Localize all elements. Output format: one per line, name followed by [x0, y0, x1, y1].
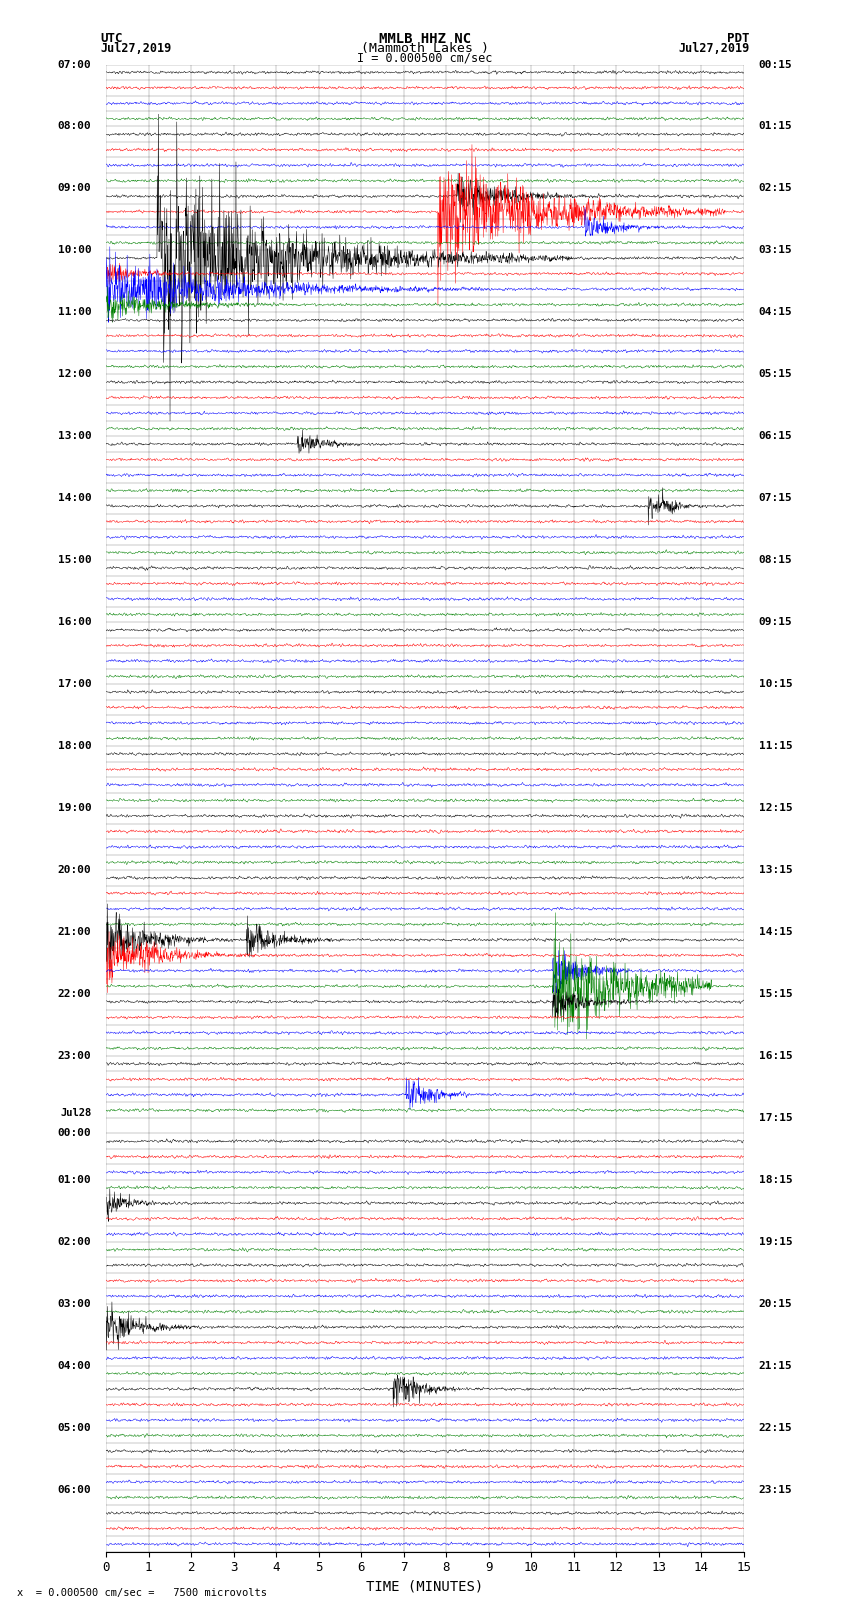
Text: 13:15: 13:15 [758, 865, 792, 876]
Text: 04:15: 04:15 [758, 308, 792, 318]
Text: 13:00: 13:00 [58, 431, 91, 442]
Text: 20:00: 20:00 [58, 865, 91, 876]
Text: Jul27,2019: Jul27,2019 [100, 42, 172, 55]
Text: (Mammoth Lakes ): (Mammoth Lakes ) [361, 42, 489, 55]
Text: 22:15: 22:15 [758, 1423, 792, 1432]
Text: 23:00: 23:00 [58, 1052, 91, 1061]
Text: 01:00: 01:00 [58, 1174, 91, 1186]
Text: 16:00: 16:00 [58, 618, 91, 627]
Text: 12:00: 12:00 [58, 369, 91, 379]
Text: 19:00: 19:00 [58, 803, 91, 813]
Text: 19:15: 19:15 [758, 1237, 792, 1247]
Text: 03:15: 03:15 [758, 245, 792, 255]
Text: 08:15: 08:15 [758, 555, 792, 565]
Text: 11:00: 11:00 [58, 308, 91, 318]
Text: 23:15: 23:15 [758, 1484, 792, 1495]
Text: 16:15: 16:15 [758, 1052, 792, 1061]
Text: 17:15: 17:15 [758, 1113, 792, 1123]
Text: Jul28: Jul28 [60, 1108, 91, 1118]
Text: 08:00: 08:00 [58, 121, 91, 132]
Text: 04:00: 04:00 [58, 1361, 91, 1371]
Text: 07:00: 07:00 [58, 60, 91, 69]
Text: 00:00: 00:00 [58, 1129, 91, 1139]
Text: 17:00: 17:00 [58, 679, 91, 689]
Text: 12:15: 12:15 [758, 803, 792, 813]
Text: 10:15: 10:15 [758, 679, 792, 689]
Text: PDT: PDT [728, 32, 750, 45]
X-axis label: TIME (MINUTES): TIME (MINUTES) [366, 1581, 484, 1594]
Text: Jul27,2019: Jul27,2019 [678, 42, 750, 55]
Text: 15:15: 15:15 [758, 989, 792, 998]
Text: 18:00: 18:00 [58, 740, 91, 752]
Text: I = 0.000500 cm/sec: I = 0.000500 cm/sec [357, 52, 493, 65]
Text: 00:15: 00:15 [758, 60, 792, 69]
Text: 02:15: 02:15 [758, 184, 792, 194]
Text: 11:15: 11:15 [758, 740, 792, 752]
Text: x  = 0.000500 cm/sec =   7500 microvolts: x = 0.000500 cm/sec = 7500 microvolts [17, 1589, 267, 1598]
Text: 20:15: 20:15 [758, 1298, 792, 1308]
Text: 06:15: 06:15 [758, 431, 792, 442]
Text: 06:00: 06:00 [58, 1484, 91, 1495]
Text: 22:00: 22:00 [58, 989, 91, 998]
Text: MMLB HHZ NC: MMLB HHZ NC [379, 32, 471, 47]
Text: 03:00: 03:00 [58, 1298, 91, 1308]
Text: 09:15: 09:15 [758, 618, 792, 627]
Text: 18:15: 18:15 [758, 1174, 792, 1186]
Text: 14:00: 14:00 [58, 494, 91, 503]
Text: 07:15: 07:15 [758, 494, 792, 503]
Text: 10:00: 10:00 [58, 245, 91, 255]
Text: 01:15: 01:15 [758, 121, 792, 132]
Text: 05:00: 05:00 [58, 1423, 91, 1432]
Text: 21:00: 21:00 [58, 927, 91, 937]
Text: 02:00: 02:00 [58, 1237, 91, 1247]
Text: UTC: UTC [100, 32, 122, 45]
Text: 21:15: 21:15 [758, 1361, 792, 1371]
Text: 05:15: 05:15 [758, 369, 792, 379]
Text: 09:00: 09:00 [58, 184, 91, 194]
Text: 14:15: 14:15 [758, 927, 792, 937]
Text: 15:00: 15:00 [58, 555, 91, 565]
